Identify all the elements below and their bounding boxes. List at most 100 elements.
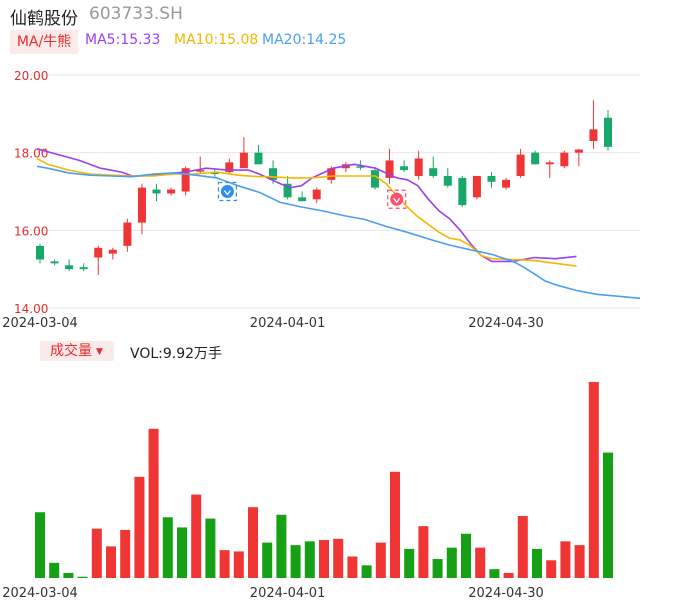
volume-bar bbox=[290, 545, 301, 578]
candle-body bbox=[531, 152, 540, 165]
volume-bar bbox=[517, 516, 528, 578]
candle bbox=[341, 162, 350, 173]
candle bbox=[531, 150, 540, 165]
x-tick-label: 2024-03-04 bbox=[2, 586, 78, 601]
candle bbox=[225, 158, 234, 175]
stock-code: 603733.SH bbox=[89, 4, 183, 24]
candle bbox=[574, 148, 583, 167]
volume-bar bbox=[560, 541, 571, 578]
volume-bar bbox=[276, 514, 287, 578]
candle-body bbox=[400, 166, 409, 171]
volume-bar bbox=[418, 526, 429, 578]
candle bbox=[604, 109, 612, 151]
volume-bar bbox=[475, 547, 486, 578]
ma10-legend: MA10:15.08 bbox=[174, 32, 259, 48]
volume-bar bbox=[333, 538, 344, 578]
candle-body bbox=[385, 160, 394, 178]
ma-toggle-button[interactable]: MA/牛熊 bbox=[10, 30, 78, 54]
volume-bar bbox=[106, 546, 116, 578]
candle bbox=[370, 168, 379, 190]
volume-chart[interactable]: 2024-03-04 2024-04-01 2024-04-30 bbox=[0, 360, 686, 606]
candle-body bbox=[123, 222, 132, 246]
candle bbox=[400, 160, 409, 173]
candle-body bbox=[443, 175, 452, 186]
candle-body bbox=[589, 129, 598, 142]
y-tick-label: 16.00 bbox=[14, 224, 48, 238]
candle-body bbox=[370, 170, 379, 188]
volume-bar bbox=[375, 542, 386, 578]
candle-body bbox=[167, 189, 176, 194]
volume-bar bbox=[546, 560, 557, 578]
volume-indicator-label: 成交量 bbox=[50, 343, 92, 359]
candle-body bbox=[79, 267, 88, 270]
volume-indicator-button[interactable]: 成交量 ▼ bbox=[40, 341, 114, 361]
candle-body bbox=[312, 189, 321, 200]
candle bbox=[50, 259, 59, 266]
candle-body bbox=[429, 168, 438, 176]
candle bbox=[181, 166, 190, 196]
candle bbox=[589, 100, 598, 149]
candle bbox=[545, 160, 554, 178]
candle-body bbox=[283, 183, 292, 198]
candle bbox=[36, 243, 44, 264]
candle bbox=[254, 144, 263, 165]
x-tick-label: 2024-03-04 bbox=[2, 316, 78, 331]
volume-bar bbox=[49, 562, 60, 578]
bull-marker-icon bbox=[387, 189, 407, 209]
candle-body bbox=[574, 149, 583, 153]
candle-body bbox=[65, 265, 74, 270]
volume-bar bbox=[91, 528, 102, 578]
candle-body bbox=[516, 154, 525, 176]
volume-bar bbox=[347, 556, 358, 578]
volume-bar bbox=[134, 476, 145, 578]
candle bbox=[487, 172, 496, 188]
volume-bar bbox=[588, 382, 599, 578]
candle-body bbox=[458, 177, 467, 206]
candle bbox=[108, 247, 117, 260]
candle-body bbox=[196, 170, 205, 172]
volume-bar bbox=[574, 545, 585, 578]
volume-bar bbox=[35, 512, 45, 578]
candle-body bbox=[152, 189, 161, 194]
volume-bar bbox=[603, 452, 613, 578]
candle-body bbox=[560, 152, 569, 167]
candle-body bbox=[225, 162, 234, 173]
candle bbox=[167, 187, 176, 196]
candle bbox=[502, 177, 511, 190]
candle bbox=[429, 156, 438, 178]
ma5-line bbox=[36, 148, 577, 263]
y-tick-label: 14.00 bbox=[14, 302, 48, 316]
volume-bar bbox=[532, 548, 542, 578]
volume-bar bbox=[404, 548, 415, 578]
volume-bar bbox=[148, 428, 159, 578]
volume-bar bbox=[446, 547, 457, 578]
volume-bar bbox=[63, 572, 74, 578]
ma10-line bbox=[36, 157, 577, 267]
candle bbox=[196, 156, 205, 175]
x-tick-label: 2024-04-30 bbox=[468, 316, 544, 331]
candle-body bbox=[181, 168, 190, 192]
volume-bar bbox=[248, 507, 258, 578]
candle bbox=[458, 175, 467, 208]
volume-bar bbox=[503, 572, 514, 578]
candle-body bbox=[239, 152, 248, 169]
candle bbox=[560, 150, 569, 169]
volume-bar bbox=[361, 565, 372, 578]
candle-body bbox=[472, 175, 481, 198]
volume-bar bbox=[233, 551, 244, 578]
candle-body bbox=[545, 162, 554, 165]
candle-body bbox=[94, 247, 103, 258]
candle-body bbox=[50, 261, 59, 264]
candle-body bbox=[414, 158, 423, 176]
candle-body bbox=[356, 166, 365, 168]
candle bbox=[472, 175, 481, 200]
volume-bar bbox=[219, 550, 230, 578]
candle bbox=[65, 259, 74, 272]
volume-bar bbox=[319, 540, 329, 578]
volume-bar bbox=[304, 541, 315, 578]
x-tick-label: 2024-04-01 bbox=[250, 586, 326, 601]
candle-body bbox=[108, 249, 117, 254]
candle bbox=[414, 150, 423, 180]
ma20-legend: MA20:14.25 bbox=[262, 32, 347, 48]
